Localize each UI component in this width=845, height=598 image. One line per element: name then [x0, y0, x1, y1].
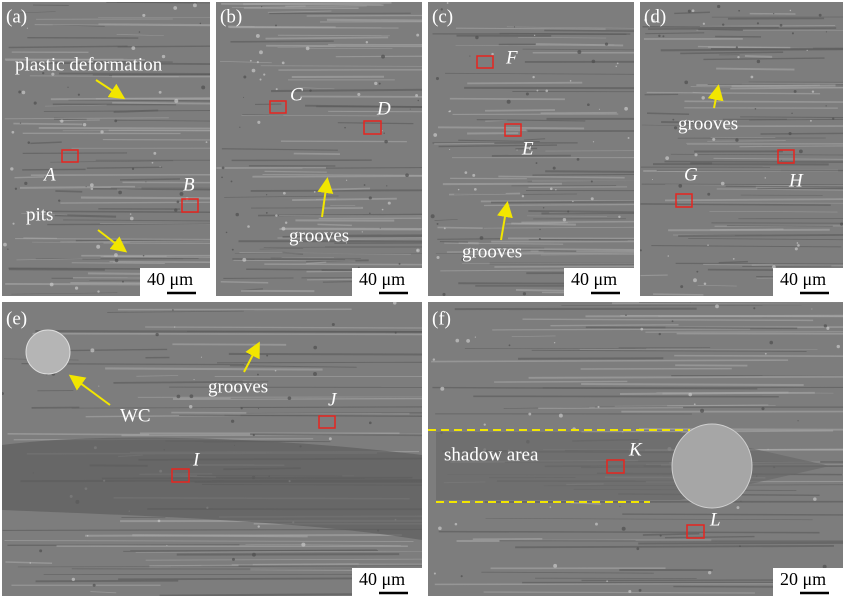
scale-bar: 40 μm — [352, 568, 422, 596]
point-label: F — [505, 47, 518, 68]
point-label: D — [376, 98, 391, 119]
annotation: shadow area — [444, 444, 539, 465]
panel-label: (e) — [6, 308, 27, 329]
point-label: B — [183, 174, 195, 195]
annotation: grooves — [462, 241, 522, 262]
scale-bar: 20 μm — [773, 568, 843, 596]
point-label: L — [709, 509, 721, 530]
point-label: G — [684, 164, 698, 185]
annotation: WC — [120, 405, 151, 426]
panel-label: (f) — [432, 308, 451, 329]
annotation: grooves — [678, 113, 738, 134]
panel-label: (c) — [432, 6, 453, 27]
point-label: K — [628, 439, 643, 460]
annotation: plastic deformation — [15, 54, 163, 75]
scale-bar: 40 μm — [773, 268, 843, 296]
figure: (a) (b) (c) (d) (e) (f) plastic deformat… — [0, 0, 845, 598]
annotation: pits — [26, 204, 53, 225]
point-label: C — [290, 84, 303, 105]
scale-label: 40 μm — [147, 269, 193, 289]
scale-bar: 40 μm — [352, 268, 422, 296]
panel-label: (d) — [644, 6, 666, 27]
panel-label: (a) — [6, 6, 27, 27]
scale-label: 40 μm — [359, 269, 405, 289]
wc-particle — [26, 330, 70, 374]
point-label: E — [521, 138, 534, 159]
scale-label: 40 μm — [780, 269, 826, 289]
panel-label: (b) — [220, 6, 242, 27]
micrograph — [640, 2, 845, 296]
point-label: A — [42, 164, 56, 185]
scale-label: 40 μm — [359, 569, 405, 589]
scale-label: 20 μm — [780, 569, 826, 589]
scale-label: 40 μm — [571, 269, 617, 289]
wc-particle — [672, 424, 752, 508]
scale-bar: 40 μm — [140, 268, 210, 296]
scale-bar: 40 μm — [564, 268, 634, 296]
annotation: grooves — [289, 225, 349, 246]
point-label: H — [788, 170, 804, 191]
annotation: grooves — [208, 376, 268, 397]
